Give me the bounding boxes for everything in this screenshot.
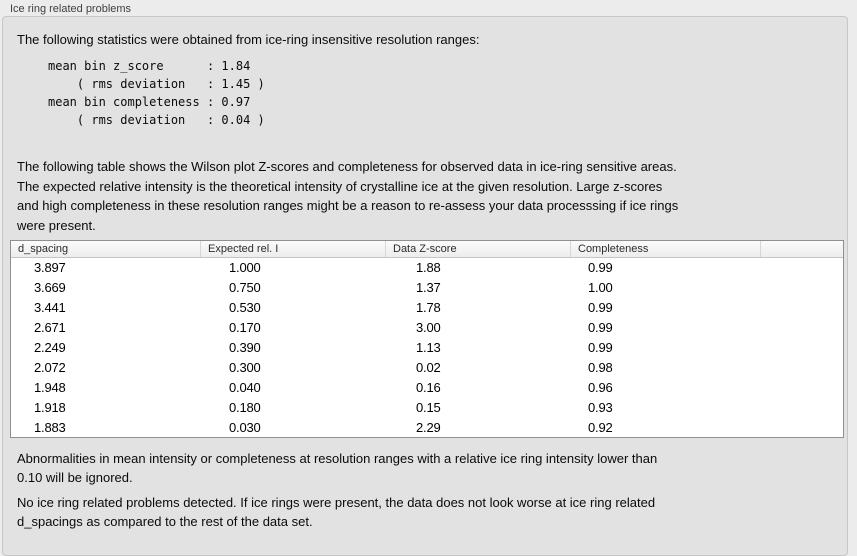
cell-completeness: 0.92 (588, 420, 613, 435)
cell-expected-rel-i: 0.040 (229, 380, 261, 395)
cell-completeness: 0.98 (588, 360, 613, 375)
cell-data-z-score: 1.78 (416, 300, 441, 315)
column-header-d-spacing[interactable]: d_spacing (11, 241, 201, 257)
cell-completeness: 1.00 (588, 280, 613, 295)
column-header-data-z-score[interactable]: Data Z-score (386, 241, 571, 257)
cell-d-spacing: 3.897 (34, 260, 66, 275)
cell-d-spacing: 1.948 (34, 380, 66, 395)
cell-completeness: 0.99 (588, 300, 613, 315)
cell-empty (761, 298, 843, 318)
cell-expected-rel-i: 1.000 (229, 260, 261, 275)
cell-d-spacing: 1.883 (34, 420, 66, 435)
column-header-expected-rel-i[interactable]: Expected rel. I (201, 241, 386, 257)
cell-completeness: 0.99 (588, 260, 613, 275)
description-text: The following table shows the Wilson plo… (17, 159, 679, 233)
table-row[interactable]: 2.072 0.300 0.02 0.98 (11, 358, 843, 378)
ice-ring-table[interactable]: d_spacing Expected rel. I Data Z-score C… (10, 240, 844, 438)
table-row[interactable]: 1.948 0.040 0.16 0.96 (11, 378, 843, 398)
cell-empty (761, 258, 843, 278)
table-header: d_spacing Expected rel. I Data Z-score C… (11, 241, 843, 258)
cell-empty (761, 278, 843, 298)
table-row[interactable]: 3.441 0.530 1.78 0.99 (11, 298, 843, 318)
cell-d-spacing: 2.249 (34, 340, 66, 355)
cell-empty (761, 398, 843, 418)
cell-data-z-score: 1.88 (416, 260, 441, 275)
panel-title: Ice ring related problems (10, 3, 132, 15)
cell-expected-rel-i: 0.750 (229, 280, 261, 295)
cell-data-z-score: 2.29 (416, 420, 441, 435)
cell-expected-rel-i: 0.030 (229, 420, 261, 435)
cell-completeness: 0.99 (588, 340, 613, 355)
cell-d-spacing: 2.671 (34, 320, 66, 335)
cell-data-z-score: 0.15 (416, 400, 441, 415)
cell-completeness: 0.99 (588, 320, 613, 335)
ignore-note-text: Abnormalities in mean intensity or compl… (17, 451, 658, 485)
cell-data-z-score: 0.16 (416, 380, 441, 395)
table-row[interactable]: 2.671 0.170 3.00 0.99 (11, 318, 843, 338)
table-row[interactable]: 2.249 0.390 1.13 0.99 (11, 338, 843, 358)
cell-data-z-score: 0.02 (416, 360, 441, 375)
ice-ring-panel: The following statistics were obtained f… (2, 16, 848, 556)
cell-completeness: 0.93 (588, 400, 613, 415)
cell-empty (761, 338, 843, 358)
intro-text: The following statistics were obtained f… (17, 32, 480, 47)
table-row[interactable]: 3.897 1.000 1.88 0.99 (11, 258, 843, 278)
table-row[interactable]: 1.883 0.030 2.29 0.92 (11, 418, 843, 438)
cell-d-spacing: 2.072 (34, 360, 66, 375)
cell-expected-rel-i: 0.180 (229, 400, 261, 415)
table-row[interactable]: 1.918 0.180 0.15 0.93 (11, 398, 843, 418)
cell-expected-rel-i: 0.390 (229, 340, 261, 355)
cell-empty (761, 358, 843, 378)
cell-expected-rel-i: 0.530 (229, 300, 261, 315)
table-body: 3.897 1.000 1.88 0.99 3.669 0.750 1.37 1… (11, 258, 843, 438)
cell-empty (761, 418, 843, 438)
cell-empty (761, 318, 843, 338)
cell-expected-rel-i: 0.300 (229, 360, 261, 375)
column-header-empty (761, 241, 843, 257)
cell-data-z-score: 3.00 (416, 320, 441, 335)
cell-data-z-score: 1.13 (416, 340, 441, 355)
cell-data-z-score: 1.37 (416, 280, 441, 295)
cell-empty (761, 378, 843, 398)
cell-d-spacing: 3.441 (34, 300, 66, 315)
cell-d-spacing: 3.669 (34, 280, 66, 295)
table-row[interactable]: 3.669 0.750 1.37 1.00 (11, 278, 843, 298)
cell-d-spacing: 1.918 (34, 400, 66, 415)
conclusion-text: No ice ring related problems detected. I… (17, 495, 656, 529)
cell-completeness: 0.96 (588, 380, 613, 395)
stats-block: mean bin z_score : 1.84 ( rms deviation … (48, 59, 265, 127)
cell-expected-rel-i: 0.170 (229, 320, 261, 335)
column-header-completeness[interactable]: Completeness (571, 241, 761, 257)
